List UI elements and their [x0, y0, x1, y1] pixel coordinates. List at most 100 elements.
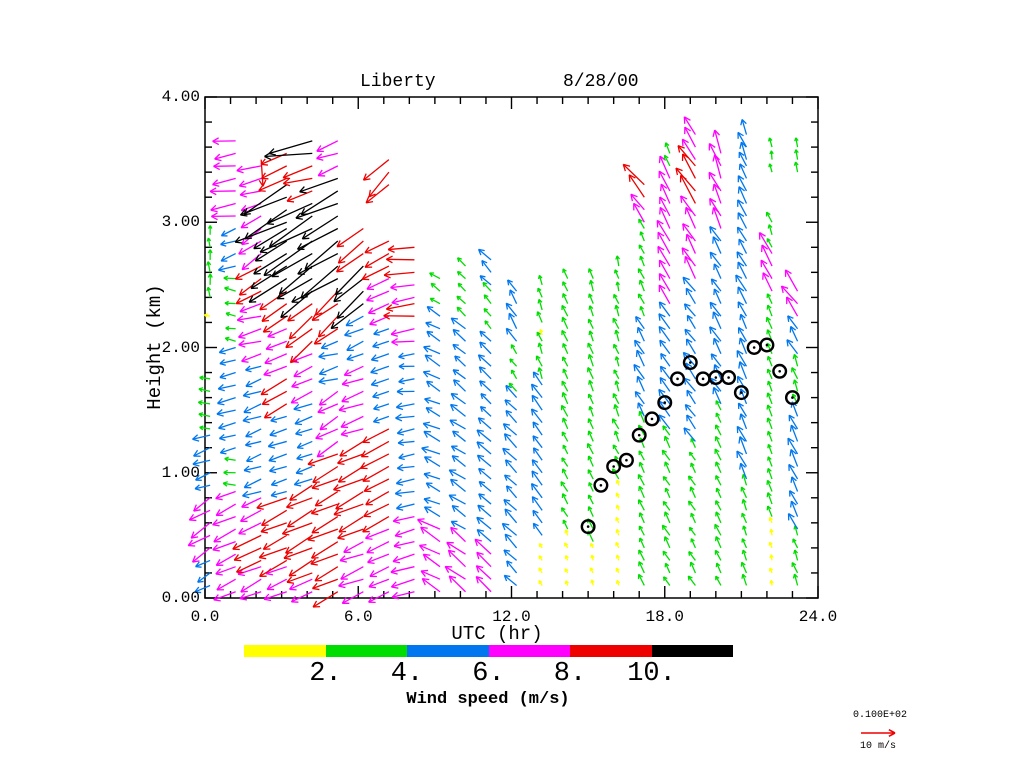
wind-arrow-head: [314, 499, 320, 507]
wind-arrow: [367, 553, 390, 564]
wind-arrow-head: [425, 407, 430, 414]
wind-arrow: [365, 528, 390, 539]
wind-arrow-head: [740, 119, 743, 126]
wind-arrow-head: [538, 567, 543, 571]
wind-arrow-head: [793, 353, 799, 359]
wind-arrow: [366, 541, 390, 554]
wind-arrow-head: [199, 375, 204, 379]
wind-arrow-head: [261, 319, 270, 322]
wind-arrow: [613, 369, 620, 380]
wind-arrow-head: [365, 537, 373, 540]
wind-arrow: [250, 265, 288, 289]
wind-arrow: [715, 461, 722, 474]
wind-arrow-head: [256, 502, 263, 509]
wind-arrow-head: [366, 201, 374, 204]
wind-arrow: [259, 559, 288, 577]
wind-arrow: [587, 418, 594, 430]
wind-arrow: [362, 465, 390, 482]
wind-arrow-head: [210, 204, 217, 211]
wind-arrow: [293, 403, 313, 410]
wind-arrow-head: [737, 286, 745, 292]
wind-arrow-head: [709, 251, 717, 256]
wind-arrow-head: [367, 561, 375, 564]
wind-arrow: [658, 273, 671, 292]
colorbar-segment: [407, 645, 489, 657]
wind-arrow: [664, 461, 671, 474]
wind-arrow-head: [658, 326, 661, 334]
wind-arrow-head: [212, 519, 218, 526]
wind-arrow: [634, 391, 645, 405]
wind-arrow-head: [530, 483, 534, 491]
wind-arrow-head: [263, 369, 269, 376]
wind-arrow: [709, 301, 722, 317]
wind-arrow: [267, 328, 287, 338]
wind-arrow: [708, 143, 722, 167]
wind-arrow-head: [224, 456, 229, 460]
wind-arrow: [311, 303, 339, 321]
wind-arrow-head: [294, 417, 300, 425]
wind-arrow-head: [297, 447, 304, 450]
bl-height-marker: [644, 411, 660, 427]
wind-arrow: [318, 353, 338, 358]
wind-arrow-head: [214, 158, 222, 162]
wind-arrow-head: [709, 226, 717, 231]
wind-arrow: [795, 137, 799, 148]
wind-arrow-head: [316, 145, 322, 152]
wind-arrow: [740, 463, 748, 480]
wind-arrow: [263, 240, 313, 277]
wind-arrow-head: [562, 292, 567, 297]
wind-arrow: [504, 399, 518, 411]
x-tick-label: 6.0: [343, 608, 373, 626]
wind-arrow-head: [234, 236, 241, 243]
wind-arrow-head: [790, 448, 797, 455]
wind-arrow-head: [289, 336, 297, 340]
wind-arrow-head: [290, 360, 298, 364]
wind-arrow: [677, 145, 696, 167]
wind-arrow-head: [712, 311, 715, 319]
wind-arrow-head: [259, 570, 264, 577]
wind-arrow-head: [476, 565, 484, 569]
wind-arrow-head: [390, 333, 399, 337]
x-tick-label: 12.0: [492, 608, 531, 626]
bl-height-marker-dot: [676, 377, 679, 381]
wind-arrow-head: [614, 455, 619, 460]
wind-arrow-head: [319, 403, 327, 406]
wind-arrow-head: [294, 484, 302, 487]
wind-arrow-head: [383, 270, 391, 276]
wind-arrow-head: [633, 202, 641, 208]
wind-arrow-head: [511, 369, 516, 373]
wind-arrow: [288, 315, 313, 340]
wind-arrow-head: [615, 516, 620, 520]
wind-arrow-head: [218, 265, 224, 271]
wind-arrow-head: [293, 408, 301, 412]
wind-arrow: [369, 566, 390, 577]
wind-arrow-head: [628, 174, 631, 182]
wind-arrow-head: [684, 404, 688, 411]
wind-arrow-head: [393, 541, 400, 547]
wind-arrow: [658, 284, 671, 304]
wind-arrow-head: [450, 317, 455, 325]
wind-arrow-head: [613, 343, 618, 348]
wind-arrow-head: [682, 223, 685, 231]
wind-arrow-head: [310, 507, 317, 514]
wind-arrow-head: [737, 131, 744, 137]
wind-arrow: [505, 410, 518, 424]
wind-arrow: [715, 575, 722, 586]
wind-arrow: [270, 415, 287, 422]
wind-arrow: [562, 519, 569, 530]
wind-arrow-head: [659, 259, 666, 265]
wind-arrow: [339, 553, 364, 562]
wind-arrow-head: [395, 417, 403, 422]
wind-arrow-head: [225, 325, 230, 329]
wind-arrow-head: [767, 368, 772, 373]
wind-arrow: [531, 483, 543, 499]
wind-arrow-head: [684, 329, 687, 336]
wind-arrow-head: [790, 501, 793, 508]
wind-arrow-head: [767, 456, 772, 460]
wind-arrow-head: [715, 412, 721, 416]
wind-arrow-head: [479, 380, 483, 387]
wind-arrow: [638, 244, 645, 254]
wind-arrow: [767, 368, 773, 380]
wind-arrow-head: [450, 393, 455, 400]
